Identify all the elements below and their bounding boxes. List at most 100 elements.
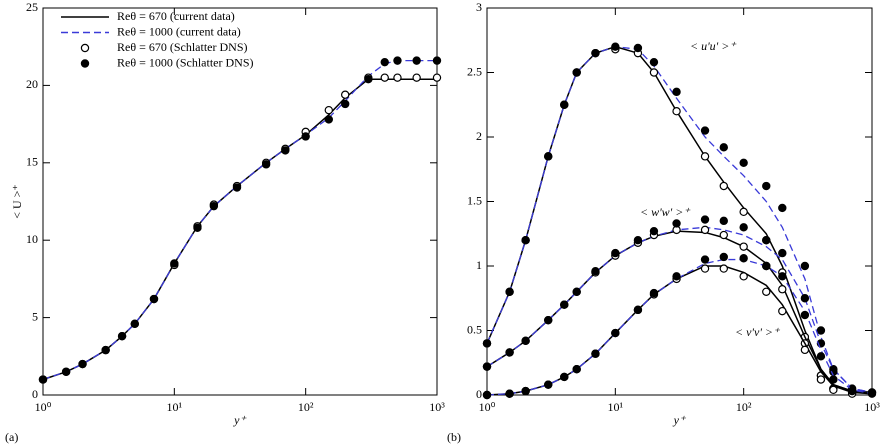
- data-point: [301, 132, 310, 141]
- data-point: [505, 389, 514, 398]
- data-point: [816, 375, 826, 384]
- legend-label: Reθ = 670 (current data): [117, 9, 235, 23]
- data-point: [393, 73, 402, 82]
- panel-label: (a): [5, 430, 18, 444]
- data-point: [800, 294, 810, 303]
- data-point: [649, 68, 659, 77]
- data-point: [505, 287, 514, 296]
- annotation: < u'u' >⁺: [690, 39, 737, 53]
- data-point: [762, 181, 771, 191]
- data-point: [762, 287, 771, 296]
- legend-label: Reθ = 670 (Schlatter DNS): [117, 40, 248, 54]
- y-tick-label: 20: [26, 77, 38, 91]
- x-axis-label: y⁺: [673, 413, 687, 427]
- data-point: [505, 348, 514, 357]
- data-point: [149, 294, 159, 304]
- data-point: [521, 336, 530, 346]
- data-point: [560, 300, 569, 309]
- y-tick-label: 2.5: [467, 64, 482, 78]
- data-point: [649, 57, 659, 67]
- data-point: [800, 261, 810, 271]
- data-point: [739, 272, 748, 281]
- x-tick-label: 10³: [429, 400, 445, 414]
- data-point: [591, 349, 600, 358]
- data-point: [633, 43, 643, 53]
- data-point: [560, 372, 569, 382]
- y-tick-label: 3: [476, 0, 482, 14]
- data-point: [719, 216, 728, 226]
- legend-swatch: [80, 59, 90, 68]
- data-point: [482, 390, 492, 400]
- data-point: [778, 285, 787, 294]
- data-point: [719, 264, 728, 273]
- data-point: [521, 386, 530, 396]
- data-point: [611, 328, 620, 338]
- data-point: [341, 99, 350, 109]
- data-point: [700, 255, 710, 264]
- data-point: [739, 223, 748, 232]
- data-point: [78, 359, 87, 369]
- data-point: [700, 152, 710, 161]
- data-point: [560, 100, 569, 109]
- x-tick-label: 10³: [864, 400, 880, 414]
- data-point: [130, 319, 139, 328]
- data-point: [672, 219, 681, 228]
- x-tick-label: 10⁰: [479, 400, 496, 414]
- x-tick-label: 10²: [736, 400, 752, 414]
- data-point: [762, 235, 771, 245]
- data-point: [482, 362, 492, 371]
- data-point: [739, 207, 748, 217]
- y-tick-label: 1.5: [467, 193, 482, 207]
- plot-frame: [486, 7, 873, 396]
- data-point: [232, 183, 242, 192]
- data-point: [649, 226, 659, 236]
- data-point: [739, 242, 748, 251]
- x-tick-label: 10²: [298, 400, 314, 414]
- data-point: [380, 57, 389, 67]
- data-point: [101, 345, 110, 355]
- panel-label: (b): [447, 430, 461, 444]
- plot-frame: [42, 7, 438, 396]
- data-point: [61, 367, 71, 376]
- data-point: [719, 143, 728, 152]
- y-tick-label: 2: [476, 129, 482, 143]
- data-point: [672, 106, 681, 116]
- series-line: [42, 78, 437, 381]
- y-tick-label: 0: [476, 387, 482, 401]
- x-tick-label: 10¹: [167, 400, 183, 414]
- data-point: [544, 152, 553, 161]
- data-point: [572, 365, 581, 374]
- data-point: [633, 305, 643, 315]
- series-line: [486, 226, 873, 394]
- series-line: [486, 45, 873, 394]
- series-line: [486, 46, 873, 394]
- series-line: [42, 59, 437, 381]
- data-point: [341, 90, 350, 99]
- data-point: [412, 73, 421, 82]
- data-point: [800, 345, 810, 355]
- data-point: [762, 261, 771, 271]
- data-point: [170, 259, 179, 268]
- data-point: [672, 87, 681, 97]
- legend-swatch: [80, 43, 90, 53]
- y-tick-label: 15: [26, 155, 38, 169]
- data-point: [591, 266, 600, 276]
- data-point: [700, 225, 710, 235]
- y-tick-label: 0.5: [467, 322, 482, 336]
- data-point: [816, 352, 826, 361]
- data-point: [611, 248, 620, 258]
- data-point: [778, 306, 787, 316]
- data-point: [432, 73, 442, 82]
- annotation: < v'v' >⁺: [735, 325, 781, 339]
- data-point: [739, 158, 748, 167]
- data-point: [700, 264, 710, 273]
- data-point: [591, 48, 600, 58]
- data-point: [193, 223, 202, 233]
- data-point: [649, 288, 659, 298]
- data-point: [719, 230, 728, 240]
- data-point: [739, 254, 748, 263]
- data-point: [847, 386, 857, 396]
- series-line: [486, 258, 873, 396]
- series-line: [486, 265, 873, 396]
